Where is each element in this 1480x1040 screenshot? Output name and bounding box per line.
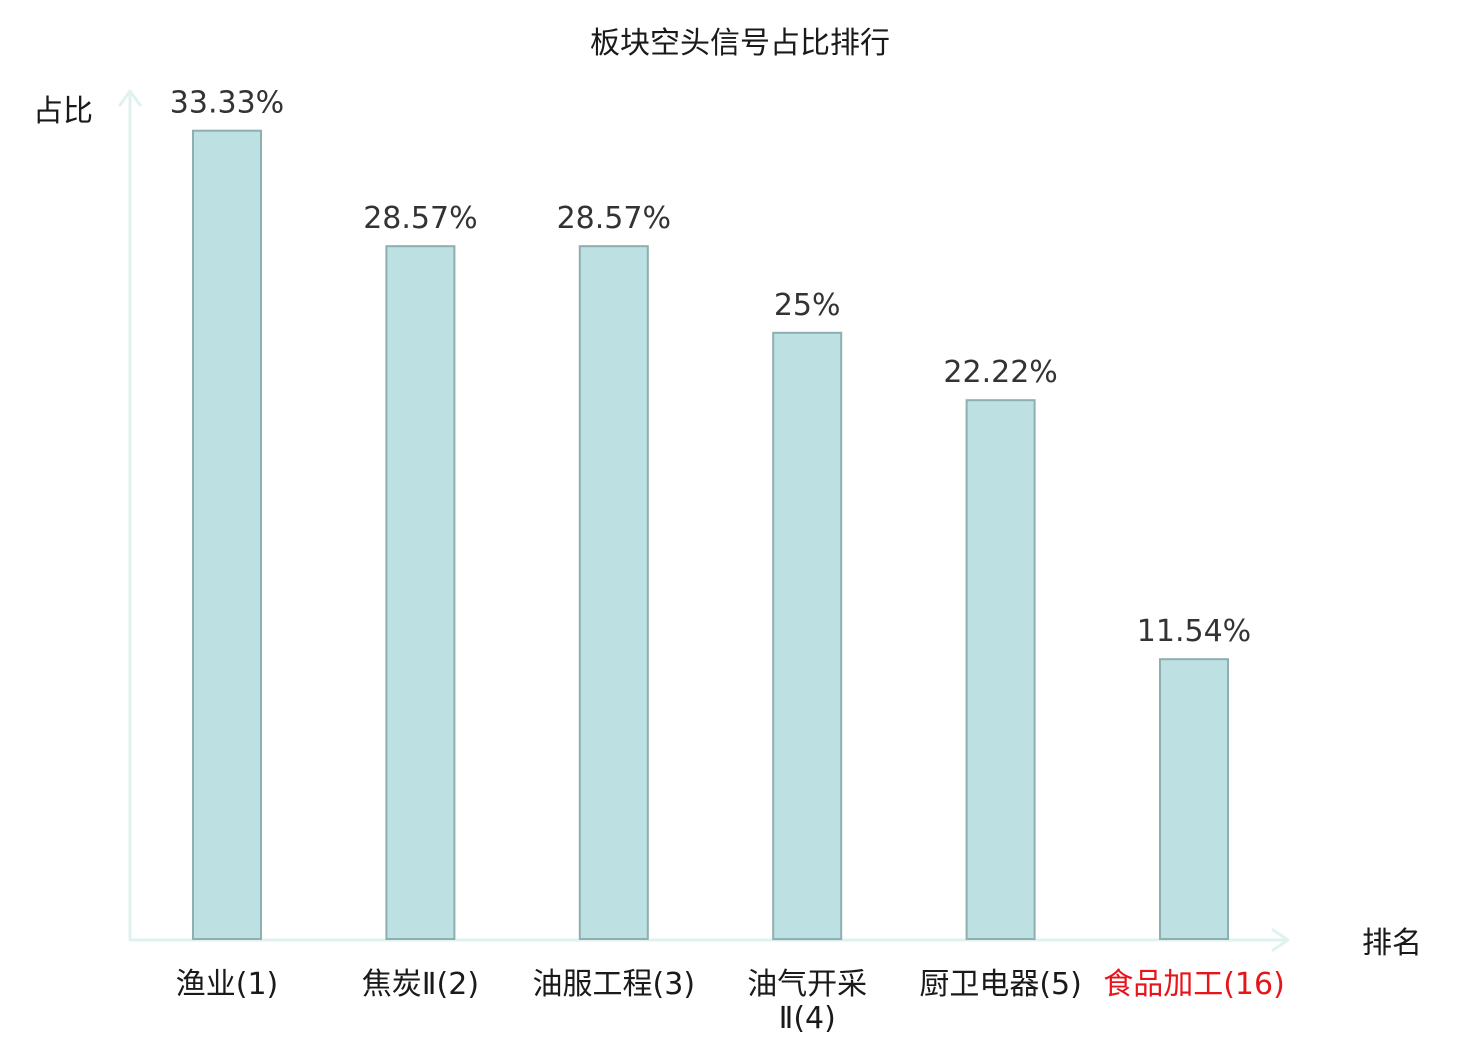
category-label: 厨卫电器(5)	[919, 967, 1082, 1002]
category-label: 渔业(1)	[176, 967, 279, 1002]
category-label: 食品加工(16)	[1103, 967, 1285, 1002]
value-label: 33.33%	[170, 86, 284, 121]
value-label: 28.57%	[557, 201, 671, 236]
category-label: 油气开采	[747, 967, 867, 1002]
bar	[1159, 658, 1229, 940]
value-label: 28.57%	[363, 201, 477, 236]
value-label: 22.22%	[943, 355, 1057, 390]
bar	[578, 245, 649, 940]
value-label: 11.54%	[1137, 614, 1251, 649]
bar	[772, 331, 843, 941]
x-axis-title: 排名	[1362, 926, 1422, 961]
bar	[965, 399, 1036, 940]
chart-title: 板块空头信号占比排行	[590, 26, 890, 61]
value-labels: 33.33% 28.57% 28.57% 25% 22.22% 11.54%	[170, 86, 1251, 650]
category-label: 焦炭Ⅱ(2)	[362, 967, 479, 1002]
y-axis-title: 占比	[33, 94, 93, 129]
category-label: Ⅱ(4)	[779, 1001, 836, 1036]
bar	[192, 129, 262, 940]
bars	[192, 129, 1229, 941]
value-label: 25%	[774, 288, 841, 323]
y-axis-arrow	[118, 89, 142, 107]
category-label: 油服工程(3)	[533, 967, 696, 1002]
bar	[385, 245, 456, 940]
x-axis-arrow	[1271, 928, 1290, 952]
axes	[118, 89, 1290, 952]
